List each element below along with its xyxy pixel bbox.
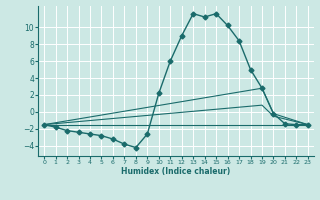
X-axis label: Humidex (Indice chaleur): Humidex (Indice chaleur) bbox=[121, 167, 231, 176]
